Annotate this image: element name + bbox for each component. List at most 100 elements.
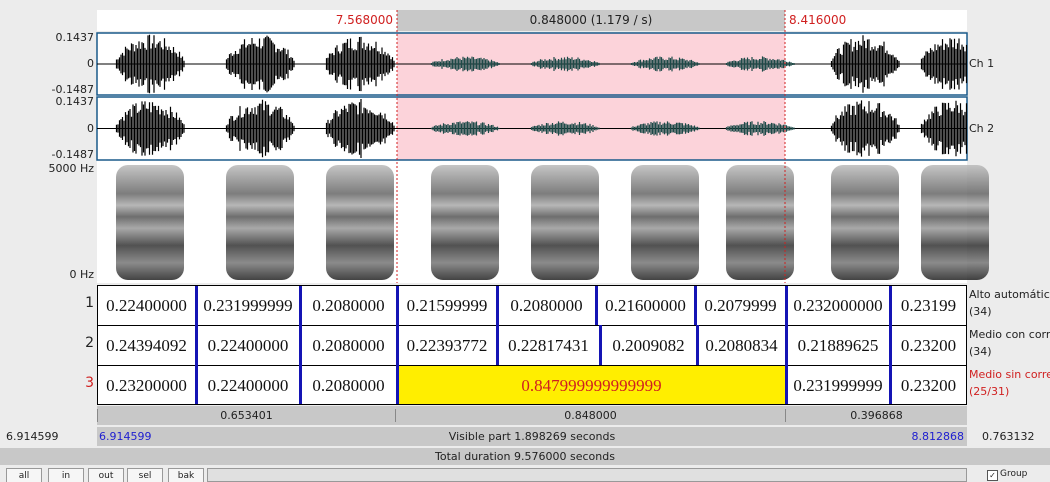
boundary [496, 285, 499, 325]
interval[interactable]: 0.231999999 [793, 376, 883, 395]
selected-interval[interactable]: 0.847999999999999 [397, 366, 786, 405]
waveform [630, 56, 700, 72]
tier-row [97, 325, 967, 365]
waveform [325, 36, 395, 92]
boundary [599, 325, 602, 365]
interval[interactable]: 0.2080000 [510, 296, 583, 315]
waveform [530, 56, 600, 72]
total-bar [0, 448, 1050, 465]
nav-button[interactable]: bak [168, 468, 204, 482]
spectrogram-blob [226, 165, 294, 280]
tier-count: (34) [969, 305, 992, 318]
total-label: Total duration 9.576000 seconds [435, 450, 615, 463]
boundary [496, 325, 499, 365]
visible-bar [97, 427, 967, 446]
amp-min: -0.1487 [51, 83, 94, 96]
tier-count: (34) [969, 345, 992, 358]
boundary [299, 365, 302, 405]
boundary [195, 365, 198, 405]
waveform [830, 35, 900, 93]
tier-number: 1 [85, 295, 94, 311]
selection-ruler [397, 10, 785, 31]
interval[interactable]: 0.22400000 [106, 296, 187, 315]
boundary [299, 285, 302, 325]
interval[interactable]: 0.24394092 [106, 336, 187, 355]
spectrogram-blob [116, 165, 184, 280]
interval[interactable]: 0.23200 [900, 336, 957, 355]
spectrogram-blob [831, 165, 899, 280]
visible-end: 8.812868 [911, 430, 965, 443]
boundary [396, 325, 399, 365]
nav-button[interactable]: sel [127, 468, 163, 482]
duration: 0.653401 [97, 409, 395, 422]
spectrogram-blob [921, 165, 989, 280]
interval[interactable]: 0.23199 [900, 296, 957, 315]
interval[interactable]: 0.21599999 [406, 296, 488, 315]
amp-zero: 0 [87, 121, 94, 135]
group-label[interactable]: Group [1000, 469, 1028, 479]
interval[interactable]: 0.22400000 [207, 336, 289, 355]
boundary [195, 285, 198, 325]
boundary [696, 325, 699, 365]
interval[interactable]: 0.2009082 [612, 336, 685, 355]
boundary [889, 285, 892, 325]
interval[interactable]: 0.23200000 [106, 376, 187, 395]
nav-button[interactable]: out [88, 468, 124, 482]
duration: 0.396868 [785, 409, 967, 422]
nav-button[interactable]: all [6, 468, 42, 482]
boundary [785, 325, 788, 365]
spectrogram-blob [531, 165, 599, 280]
spectrogram-blob [631, 165, 699, 280]
interval[interactable]: 0.2080000 [312, 336, 385, 355]
ruler-left: 7.568000 [335, 13, 393, 27]
channel-label[interactable]: Ch 1 [969, 57, 995, 70]
interval[interactable]: 0.231999999 [203, 296, 293, 315]
interval[interactable]: 0.21600000 [605, 296, 686, 315]
amp-max: 0.1437 [55, 31, 95, 44]
ruler-center: 0.848000 (1.179 / s) [529, 13, 653, 27]
waveform [530, 121, 600, 136]
interval[interactable]: 0.2080000 [312, 296, 385, 315]
boundary [396, 285, 399, 325]
tier-count: (25/31) [969, 385, 1010, 398]
boundary [785, 285, 788, 325]
interval[interactable]: 0.232000000 [793, 296, 883, 315]
interval[interactable]: 0.2080000 [312, 376, 385, 395]
tier-name: Medio sin corre [969, 368, 1050, 381]
visible-label: Visible part 1.898269 seconds [448, 430, 616, 443]
tier-name: Medio con corr [969, 328, 1050, 341]
visible-end-total: 0.763132 [982, 430, 1035, 443]
duration: 0.848000 [395, 409, 785, 422]
boundary [694, 285, 697, 325]
boundary [889, 325, 892, 365]
tier-frame [97, 285, 967, 405]
interval[interactable]: 0.21889625 [797, 336, 879, 355]
tier-name: Alto automátic [969, 288, 1050, 301]
group-check[interactable]: ✓ [987, 470, 998, 481]
interval[interactable]: 0.22817431 [508, 336, 589, 355]
tier-number: 2 [85, 335, 94, 351]
interval[interactable]: 0.22400000 [207, 376, 289, 395]
boundary [396, 365, 399, 405]
waveform [920, 38, 968, 90]
spec-top: 5000 Hz [48, 162, 94, 175]
interval[interactable]: 0.22393772 [406, 336, 488, 355]
nav-button[interactable]: in [48, 468, 84, 482]
spectrogram-blob [726, 165, 794, 280]
waveform [225, 35, 295, 93]
waveform [920, 100, 968, 157]
amp-zero: 0 [87, 57, 94, 70]
channel-label[interactable]: Ch 2 [969, 121, 995, 135]
interval[interactable]: 0.2080834 [705, 336, 778, 355]
waveform [430, 56, 500, 72]
interval[interactable]: 0.23200 [900, 376, 957, 395]
boundary [595, 285, 598, 325]
waveform [115, 34, 185, 94]
waveform [430, 121, 500, 136]
scrollbar[interactable] [207, 468, 967, 482]
tier-number: 3 [85, 375, 94, 391]
waveform [630, 121, 700, 136]
interval[interactable]: 0.2079999 [704, 296, 777, 315]
